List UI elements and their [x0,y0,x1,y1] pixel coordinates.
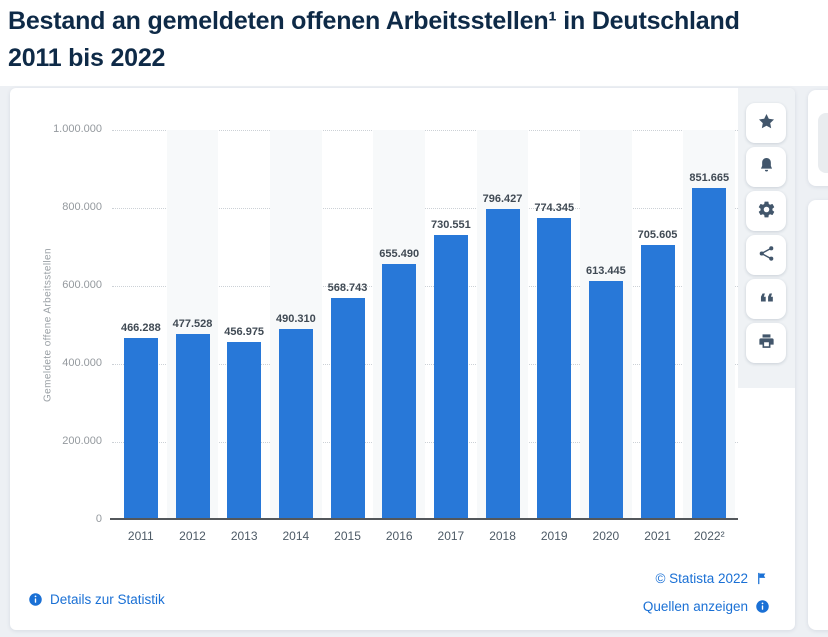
bar-value-label: 655.490 [379,248,420,260]
x-tick-label: 2020 [592,529,620,543]
favorite-button[interactable] [746,103,786,143]
x-tick-label: 2021 [644,529,671,543]
x-axis-line [110,518,738,520]
alert-button[interactable] [746,147,786,187]
bar-2022[interactable] [692,188,727,520]
bar-value-label: 851.665 [689,172,730,184]
share-button[interactable] [746,235,786,275]
x-axis-labels: 2011 2012 2013 2014 2015 2016 2017 2018 2019 2020… [115,529,735,543]
bar-2018[interactable] [485,209,520,520]
chart-column: 730.551 [425,130,477,520]
bar-2019[interactable] [537,218,572,520]
chart-column: 655.490 [373,130,426,520]
bar-2017[interactable] [433,235,468,520]
y-tick-label: 1.000.000 [53,123,102,135]
details-link-label: Details zur Statistik [50,592,165,607]
partial-inner-box [818,113,828,173]
chart-column: 477.528 [166,130,219,520]
copyright-label: © Statista 2022 [655,571,748,586]
bar-columns: 466.288 477.528 456.975 490.310 568.743 655.4… [115,130,736,520]
settings-button[interactable] [746,191,786,231]
chart-column: 466.288 [115,130,167,520]
page-title: Bestand an gemeldeten offenen Arbeitsste… [0,0,828,77]
x-tick-label: 2014 [282,529,310,543]
chart-toolbar [738,88,795,388]
bar-value-label: 705.605 [637,229,678,241]
chart-column: 705.605 [632,130,684,520]
x-tick-label: 2011 [127,529,154,543]
bar-value-label: 456.975 [224,326,265,338]
bar-value-label: 477.528 [172,318,213,330]
x-tick-label: 2018 [489,529,516,543]
bar-value-label: 490.310 [275,313,316,325]
flag-icon [758,572,766,585]
bar-value-label: 774.345 [534,202,575,214]
partial-right-card-top [808,90,828,186]
cite-button[interactable] [746,279,786,319]
y-axis-ticks: 1.000.000 800.000 600.000 400.000 200.000 0 [10,123,102,525]
partial-right-card-bottom [808,200,828,630]
sources-link[interactable]: Quellen anzeigen [643,599,770,614]
print-button[interactable] [746,323,786,363]
quote-icon [757,288,776,310]
x-tick-label: 2015 [334,529,361,543]
chart-column: 613.445 [580,130,632,520]
y-tick-label: 0 [95,513,102,525]
chart-column: 796.427 [476,130,529,520]
printer-icon [757,332,776,354]
bar-2021[interactable] [640,245,675,520]
plot-area: 466.288 477.528 456.975 490.310 568.743 655.4… [110,130,738,520]
y-tick-label: 800.000 [62,201,102,213]
info-icon [29,593,42,606]
bar-2020[interactable] [588,281,623,520]
chart-column: 456.975 [218,130,270,520]
y-tick-label: 200.000 [62,435,102,447]
bar-value-label: 796.427 [482,193,523,205]
chart-card: Gemeldete offene Arbeitsstellen 1.000.00… [10,88,795,630]
y-tick-label: 400.000 [62,357,102,369]
x-tick-label: 2019 [540,529,568,543]
details-link[interactable]: Details zur Statistik [28,592,165,607]
bar-2013[interactable] [227,342,262,520]
page-header: Bestand an gemeldeten offenen Arbeitsste… [0,0,828,86]
x-tick-label: 2022² [693,529,725,543]
bar-value-label: 613.445 [585,265,626,277]
bar-value-label: 568.743 [327,282,368,294]
share-icon [757,244,776,266]
bar-2011[interactable] [123,338,158,520]
bar-2015[interactable] [330,298,365,520]
bar-2014[interactable] [278,329,313,520]
gear-icon [757,200,776,222]
page-title-line2: 2011 bis 2022 [8,44,166,72]
x-tick-label: 2017 [437,529,465,543]
bar-2012[interactable] [175,334,210,520]
bar-value-label: 730.551 [430,219,471,231]
sources-link-label: Quellen anzeigen [642,599,748,614]
bell-icon [757,156,776,178]
chart-column: 568.743 [322,130,374,520]
chart-column: 851.665 [683,130,736,520]
page-title-line1: Bestand an gemeldeten offenen Arbeitsste… [8,7,740,35]
x-tick-label: 2016 [385,529,413,543]
x-tick-label: 2013 [230,529,258,543]
copyright[interactable]: © Statista 2022 [655,571,770,586]
star-icon [757,112,776,134]
y-tick-label: 600.000 [62,279,102,291]
x-tick-label: 2012 [179,529,206,543]
info-icon [756,600,769,613]
bar-2016[interactable] [382,264,417,520]
bar-value-label: 466.288 [120,322,161,334]
chart-column: 490.310 [270,130,322,520]
chart-column: 774.345 [528,130,580,520]
